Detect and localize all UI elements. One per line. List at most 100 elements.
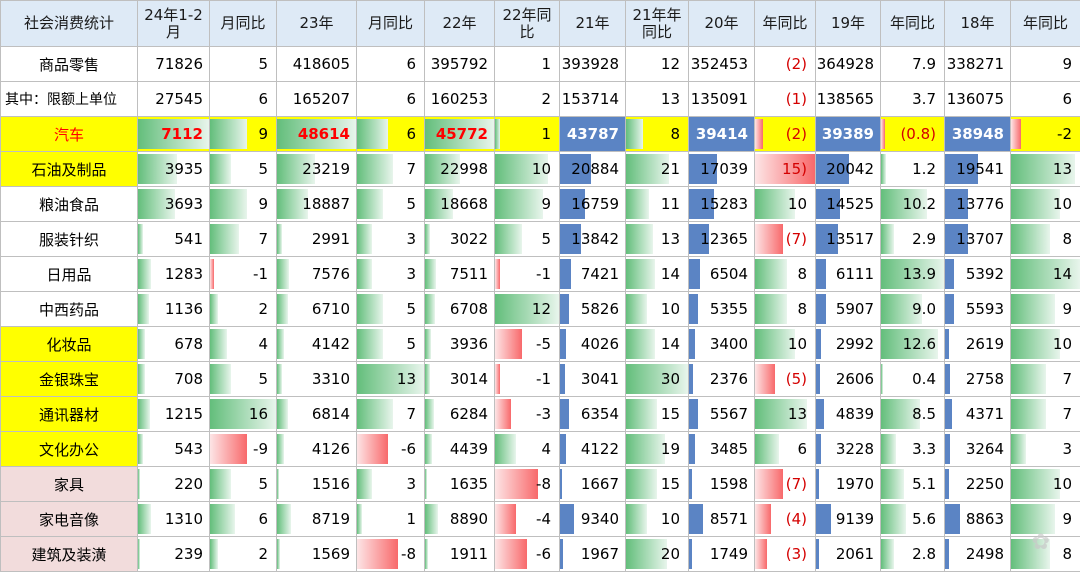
table-row: 粮油食品 3693 9 18887 5 18668 9 16759 11 15283 10 14525… (0, 186, 1080, 222)
yoy-cell: 13.9 (880, 256, 945, 292)
data-bar (755, 119, 763, 149)
data-bar (881, 294, 922, 324)
yoy-cell: 12 (494, 291, 560, 327)
yoy-value: 16 (248, 405, 268, 423)
row-label-text: 粮油食品 (38, 195, 99, 214)
value-cell: 6111 (815, 256, 881, 292)
value-cell: 2991 (276, 221, 357, 257)
yoy-value: 10.2 (902, 195, 936, 213)
yoy-cell: 1 (494, 46, 560, 82)
yoy-value: 10 (787, 195, 807, 213)
value-cell: 3228 (815, 431, 881, 467)
data-bar (689, 364, 693, 394)
row-label: 石油及制品 (0, 151, 138, 187)
amount-value: 2498 (965, 545, 1004, 563)
yoy-cell: 3 (356, 221, 425, 257)
row-label: 金银珠宝 (0, 361, 138, 397)
amount-value: 4026 (580, 335, 619, 353)
data-bar (816, 539, 820, 569)
row-label: 其中：限额上单位 (0, 81, 138, 117)
table-row: 日用品 1283 -1 7576 3 7511 -1 7421 14 6504 8 6111 13.9 5… (0, 256, 1080, 292)
data-bar (1011, 154, 1076, 184)
row-label-text: 其中：限额上单位 (5, 92, 117, 108)
yoy-value: -4 (536, 510, 551, 528)
yoy-cell: 3.3 (880, 431, 945, 467)
amount-value: 678 (174, 335, 203, 353)
data-bar (425, 399, 435, 429)
value-cell: 8863 (944, 501, 1011, 537)
yoy-cell: (4) (754, 501, 816, 537)
yoy-cell: -3 (494, 396, 560, 432)
data-bar (560, 259, 572, 289)
value-cell: 48614 (276, 116, 357, 152)
amount-value: 239 (174, 545, 203, 563)
data-bar (755, 434, 779, 464)
value-cell: 17039 (688, 151, 755, 187)
amount-value: 19541 (956, 160, 1004, 178)
amount-value: 6111 (835, 265, 874, 283)
data-bar (881, 399, 920, 429)
value-cell: 543 (137, 431, 210, 467)
value-cell: 13776 (944, 186, 1011, 222)
amount-value: 13707 (956, 230, 1004, 248)
value-cell: 395792 (424, 46, 495, 82)
data-bar (816, 224, 838, 254)
yoy-value: -6 (536, 545, 551, 563)
data-bar (755, 504, 771, 534)
value-cell: 4026 (559, 326, 626, 362)
amount-value: 2376 (709, 370, 748, 388)
data-bar (755, 294, 787, 324)
yoy-cell: (7) (754, 466, 816, 502)
value-cell: 1215 (137, 396, 210, 432)
yoy-cell: 10 (1010, 326, 1080, 362)
data-bar (560, 154, 591, 184)
yoy-cell: 9.0 (880, 291, 945, 327)
value-cell: 1283 (137, 256, 210, 292)
column-header: 20年 (688, 0, 755, 47)
value-cell: 1667 (559, 466, 626, 502)
amount-value: 3935 (164, 160, 203, 178)
row-label: 中西药品 (0, 291, 138, 327)
yoy-value: 8 (1062, 230, 1072, 248)
amount-value: 13842 (571, 230, 619, 248)
yoy-cell: 5 (356, 326, 425, 362)
yoy-value: 8.5 (912, 405, 936, 423)
data-bar (495, 189, 543, 219)
amount-value: 6814 (311, 405, 350, 423)
data-bar (277, 539, 280, 569)
data-bar (495, 504, 517, 534)
row-label: 汽车 (0, 116, 138, 152)
value-cell: 678 (137, 326, 210, 362)
value-cell: 239 (137, 536, 210, 572)
yoy-value: (2) (785, 125, 807, 143)
data-bar (425, 294, 436, 324)
yoy-cell: (1) (754, 81, 816, 117)
yoy-cell: 15) (754, 151, 816, 187)
yoy-value: 7 (406, 160, 416, 178)
data-bar (755, 154, 815, 184)
amount-value: 4122 (580, 440, 619, 458)
data-bar (945, 154, 978, 184)
yoy-value: 6 (406, 55, 416, 73)
row-label-text: 通讯器材 (38, 405, 99, 424)
data-bar (357, 224, 373, 254)
value-cell: 3936 (424, 326, 495, 362)
amount-value: 6710 (311, 300, 350, 318)
yoy-cell: 5 (209, 466, 277, 502)
amount-value: 43787 (566, 125, 619, 143)
value-cell: 8719 (276, 501, 357, 537)
yoy-value: 3.3 (912, 440, 936, 458)
value-cell: 8890 (424, 501, 495, 537)
data-bar (277, 154, 315, 184)
yoy-value: (1) (785, 90, 807, 108)
data-bar (689, 399, 699, 429)
amount-value: 3041 (580, 370, 619, 388)
value-cell: 3310 (276, 361, 357, 397)
value-cell: 20884 (559, 151, 626, 187)
data-bar (1011, 399, 1046, 429)
row-label-text: 石油及制品 (31, 160, 107, 179)
row-label: 家电音像 (0, 501, 138, 537)
value-cell: 136075 (944, 81, 1011, 117)
row-label: 文化办公 (0, 431, 138, 467)
data-bar (1011, 364, 1046, 394)
